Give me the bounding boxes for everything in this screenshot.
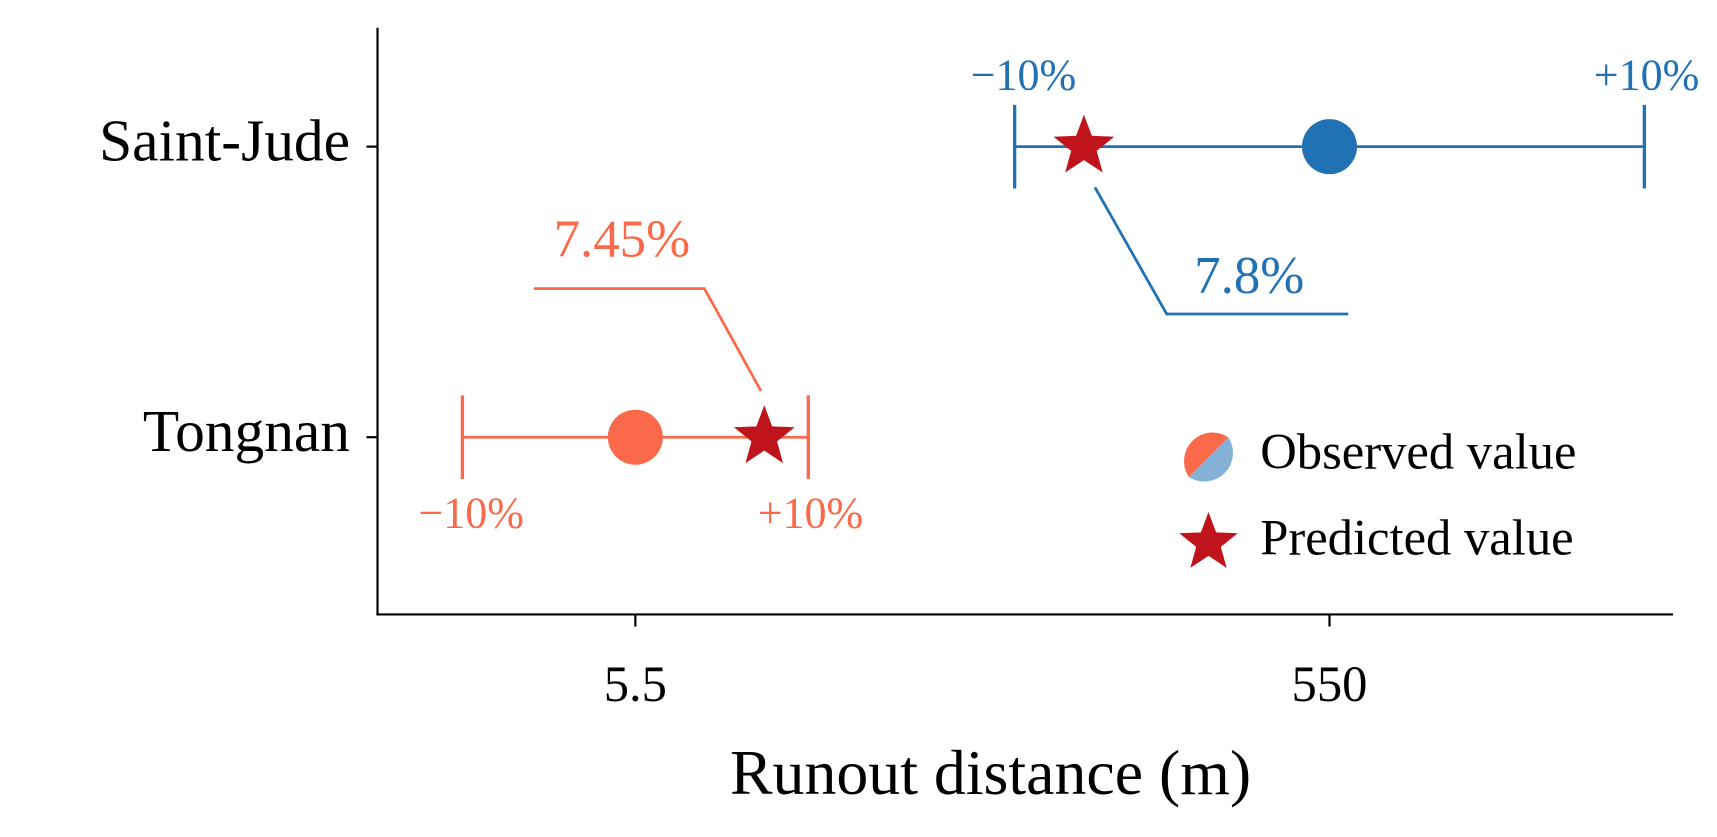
- legend-predicted-icon: [1179, 512, 1238, 568]
- range-label: +10%: [758, 489, 864, 538]
- predicted-point: [1053, 114, 1115, 173]
- x-tick-label: 5.5: [604, 656, 667, 712]
- y-tick-label: Saint-Jude: [99, 107, 350, 173]
- legend-observed-icon: [1184, 432, 1229, 477]
- legend-observed-icon: [1188, 437, 1234, 482]
- range-label: −10%: [971, 51, 1077, 100]
- error-leader: [533, 287, 763, 392]
- observed-point: [607, 409, 663, 465]
- legend-label: Observed value: [1260, 424, 1576, 480]
- error-label: 7.8%: [1194, 247, 1304, 305]
- range-label: +10%: [1594, 51, 1700, 100]
- error-label: 7.45%: [554, 211, 690, 269]
- y-tick-label: Tongnan: [143, 398, 350, 464]
- predicted-point: [733, 405, 795, 464]
- observed-point: [1301, 119, 1358, 175]
- range-label: −10%: [418, 489, 524, 538]
- legend-label: Predicted value: [1260, 509, 1573, 565]
- x-tick-label: 550: [1292, 656, 1368, 712]
- error-leader: [1093, 186, 1349, 316]
- x-axis-title: Runout distance (m): [730, 737, 1251, 808]
